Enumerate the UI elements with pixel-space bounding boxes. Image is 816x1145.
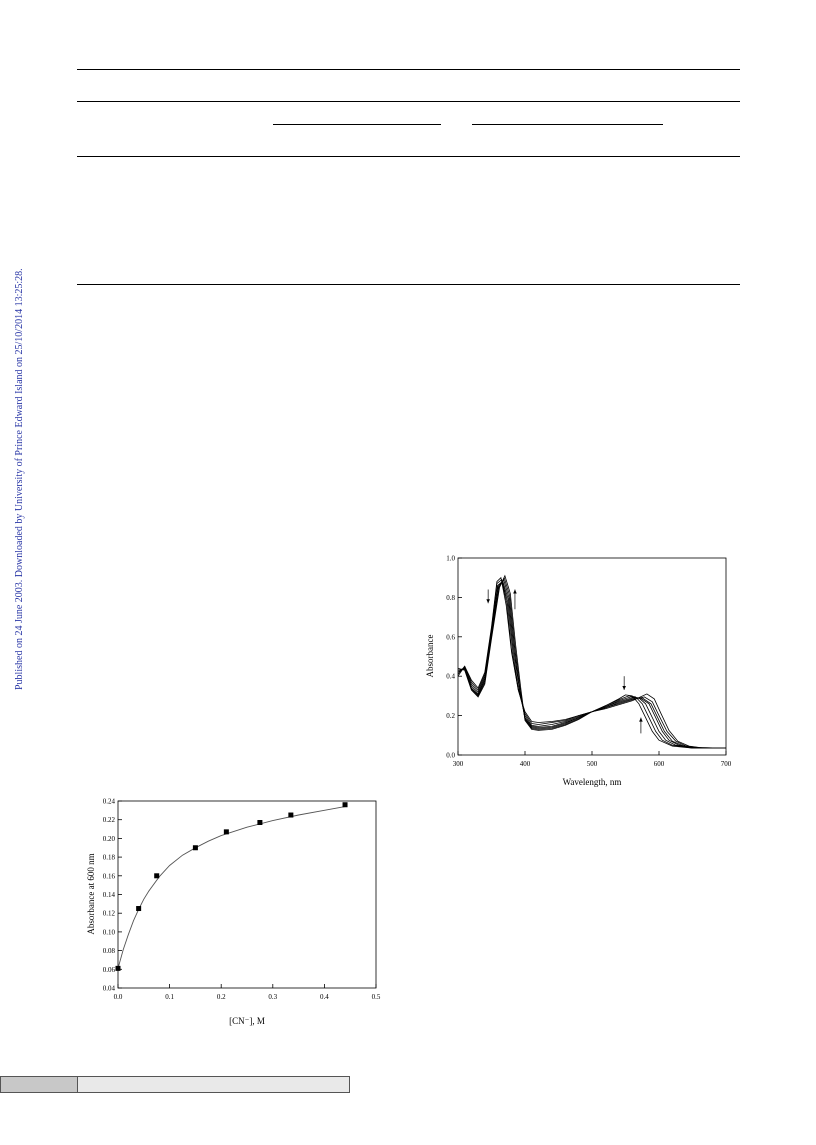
titration-chart-svg: 0.0 0.1 0.2 0.3 0.4 0.5 0.04 0.06 0.08 0.10 0.12 0.…: [86, 798, 381, 1027]
increase-arrow-vis: [639, 717, 643, 734]
column-group-rule-left: [273, 124, 441, 125]
footer-bar-left-block: [1, 1077, 78, 1092]
titration-plot-frame: [117, 800, 377, 989]
titration-x-tick-label: 0.5: [372, 993, 381, 1001]
footer-bar-right-block: [78, 1077, 349, 1092]
data-point: [136, 906, 142, 912]
spectra-y-tick-label: 0.2: [446, 712, 455, 720]
increase-arrow-uv: [513, 589, 517, 610]
spectra-x-tick-label: 500: [587, 760, 598, 768]
spectrum-line-5: [457, 578, 727, 749]
titration-y-tick-label: 0.12: [103, 910, 116, 918]
data-point: [115, 965, 121, 971]
titration-x-tick-label: 0.4: [320, 993, 329, 1001]
titration-y-tick-label: 0.20: [103, 835, 116, 843]
titration-x-tick-label: 0.1: [165, 993, 174, 1001]
table-top-rule: [77, 69, 740, 70]
spectra-y-tick-label: 0.4: [446, 673, 455, 681]
spectra-x-tick-label: 600: [654, 760, 665, 768]
titration-y-tick-label: 0.14: [103, 891, 116, 899]
data-point: [154, 873, 160, 879]
titration-y-tick-label: 0.06: [103, 966, 116, 974]
titration-y-tick-label: 0.24: [103, 798, 116, 806]
titration-y-tick-label: 0.22: [103, 816, 116, 824]
data-point: [257, 820, 263, 826]
decrease-arrow-uv: [486, 589, 490, 604]
spectra-y-tick-label: 0.0: [446, 752, 455, 760]
spectrum-line-6: [457, 576, 727, 749]
titration-x-tick-label: 0.0: [114, 993, 123, 1001]
spectrum-line-4: [457, 580, 727, 749]
titration-y-tick-label: 0.04: [103, 985, 116, 993]
table-header-rule: [77, 101, 740, 102]
data-point: [342, 802, 348, 808]
spectrum-line-2: [457, 578, 726, 749]
provenance-text: Published on 24 June 2003. Downloaded by…: [14, 268, 25, 690]
titration-x-tick-label: 0.2: [217, 993, 226, 1001]
spectra-chart-svg: 300 400 500 600 700 0.0 0.2 0.4 0.6 0.8 1.0 Wavele…: [425, 555, 732, 788]
titration-y-axis-label: Absorbance at 600 nm: [86, 853, 96, 934]
footer-bar: [0, 1076, 350, 1093]
titration-y-tick-label: 0.16: [103, 872, 116, 880]
decrease-arrow-vis: [622, 676, 626, 690]
data-point: [192, 845, 198, 851]
provenance-sidebar: Published on 24 June 2003. Downloaded by…: [14, 268, 25, 690]
spectra-y-tick-label: 0.8: [446, 594, 455, 602]
titration-x-tick-label: 0.3: [268, 993, 277, 1001]
spectrum-line-7: [457, 574, 727, 749]
table-head-bottom-rule: [77, 156, 740, 157]
spectra-chart: 300 400 500 600 700 0.0 0.2 0.4 0.6 0.8 1.0 Wavele…: [420, 552, 750, 792]
data-point: [288, 812, 294, 818]
spectra-y-tick-label: 1.0: [446, 555, 455, 563]
spectra-y-axis-label: Absorbance: [425, 635, 435, 678]
titration-chart: 0.0 0.1 0.2 0.3 0.4 0.5 0.04 0.06 0.08 0.10 0.12 0.…: [82, 796, 382, 1032]
spectra-x-axis-label: Wavelength, nm: [563, 777, 622, 787]
spectra-x-tick-label: 300: [453, 760, 464, 768]
fit-curve: [117, 806, 346, 969]
titration-y-tick-label: 0.10: [103, 928, 116, 936]
spectrum-line-3: [457, 580, 727, 749]
spectra-x-tick-label: 400: [520, 760, 531, 768]
titration-y-tick-label: 0.18: [103, 854, 116, 862]
spectrum-line-1: [457, 576, 726, 749]
titration-y-tick-label: 0.08: [103, 947, 116, 955]
spectra-x-tick-label: 700: [721, 760, 732, 768]
data-point: [223, 829, 229, 835]
titration-x-axis-label: [CN⁻], M: [229, 1016, 265, 1026]
spectra-y-tick-label: 0.6: [446, 633, 455, 641]
table-bottom-rule: [77, 284, 740, 285]
column-group-rule-right: [472, 124, 663, 125]
